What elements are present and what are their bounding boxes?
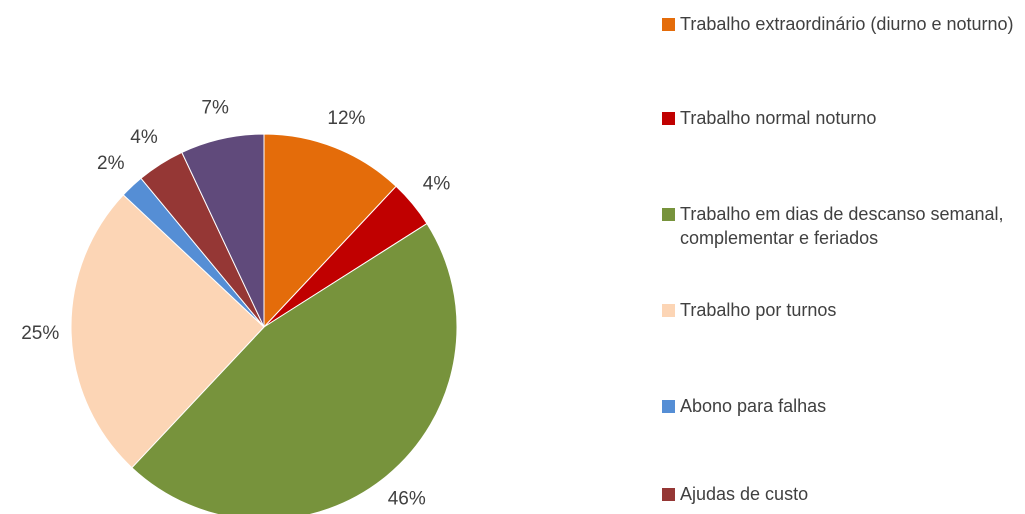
legend-item: Trabalho extraordinário (diurno e noturn… <box>662 12 1025 36</box>
legend-swatch <box>662 208 675 221</box>
legend-item: Trabalho em dias de descanso semanal, co… <box>662 202 1025 250</box>
legend-label: Abono para falhas <box>680 396 827 416</box>
legend-label: Trabalho por turnos <box>680 300 837 320</box>
legend-swatch <box>662 18 675 31</box>
legend-label: Trabalho em dias de descanso semanal, co… <box>680 204 1004 248</box>
data-label: 4% <box>423 173 451 194</box>
data-label: 7% <box>201 98 229 119</box>
data-label: 46% <box>388 489 426 510</box>
pie-slice <box>131 222 458 514</box>
data-label: 25% <box>21 323 59 344</box>
pie-slice <box>181 133 265 328</box>
legend-item: Trabalho normal noturno <box>662 106 1025 130</box>
data-label: 12% <box>327 108 365 129</box>
legend-item: Abono para falhas <box>662 394 1025 418</box>
legend-item: Trabalho por turnos <box>662 298 1025 322</box>
legend-label: Trabalho normal noturno <box>680 108 877 128</box>
pie-slice <box>70 194 265 469</box>
legend-label: Trabalho extraordinário (diurno e noturn… <box>680 14 1014 34</box>
legend-item: Ajudas de custo <box>662 482 1025 506</box>
legend-label: Ajudas de custo <box>680 484 809 504</box>
legend-swatch <box>662 400 675 413</box>
data-label: 4% <box>130 127 158 148</box>
legend-swatch <box>662 488 675 501</box>
legend-swatch <box>662 112 675 125</box>
data-label: 2% <box>97 153 125 174</box>
legend-swatch <box>662 304 675 317</box>
pie-slice <box>263 133 397 329</box>
